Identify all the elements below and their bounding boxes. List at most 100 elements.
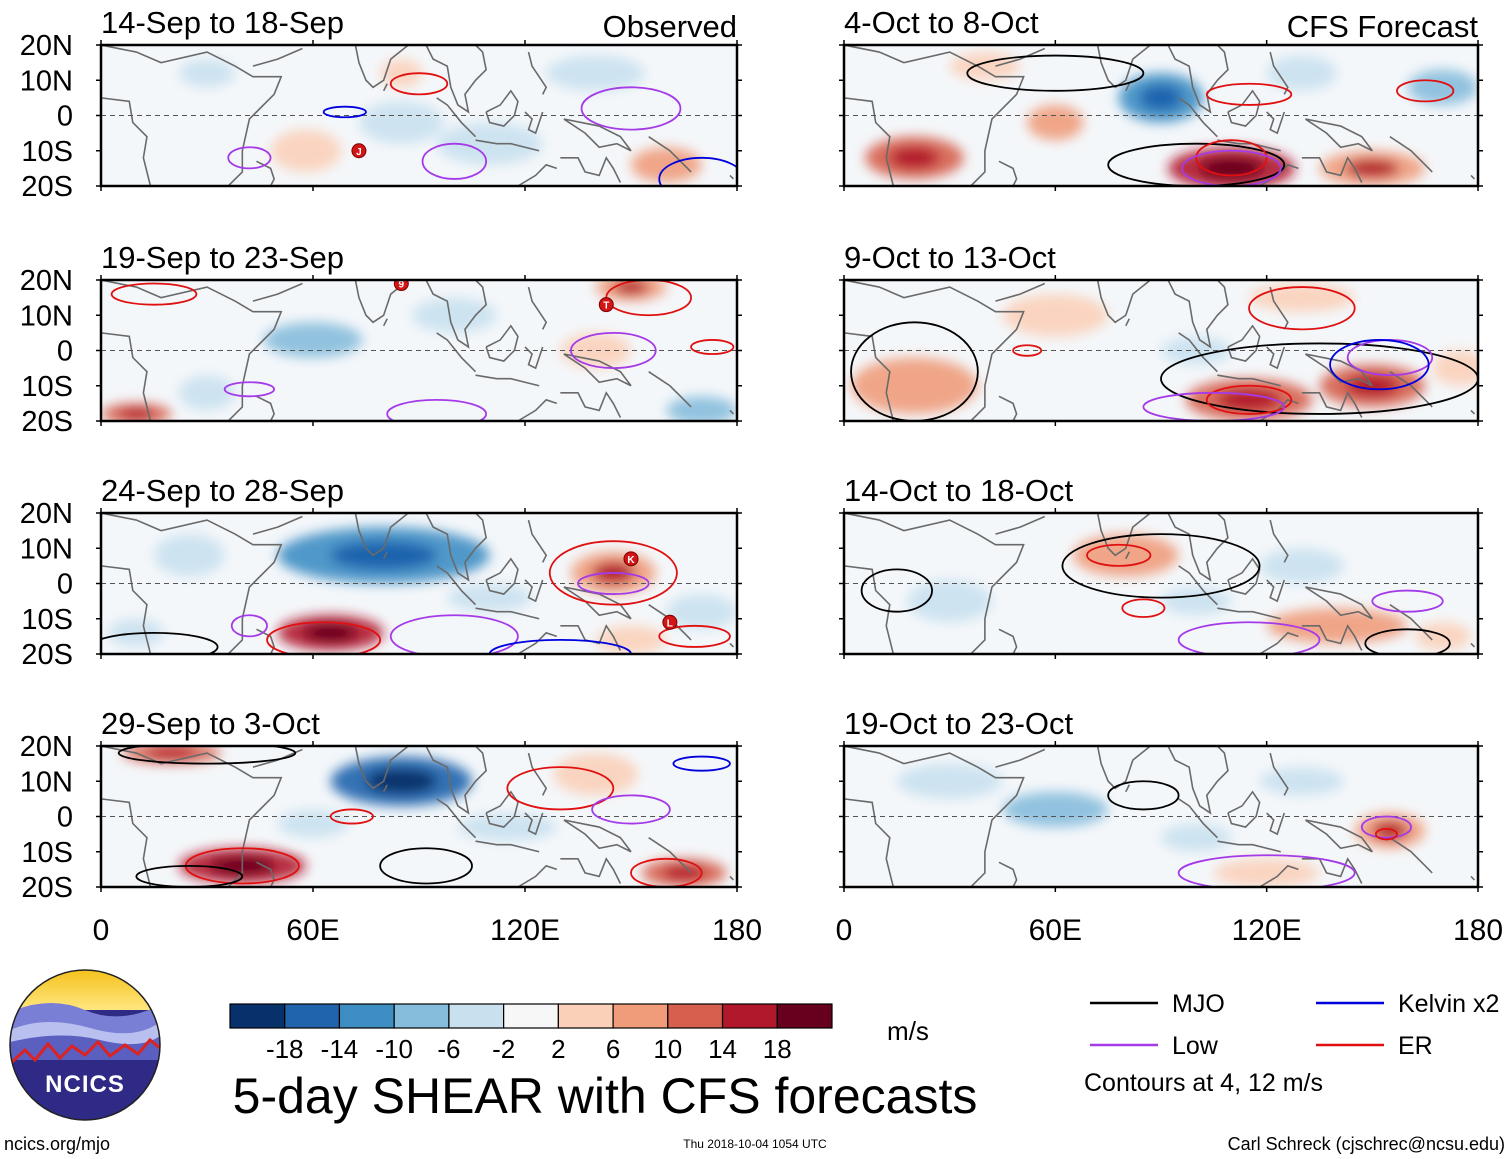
shear-field bbox=[896, 763, 1426, 887]
coastlines bbox=[101, 746, 735, 887]
lat-tick-label: 20S bbox=[21, 406, 73, 438]
colorbar-swatch bbox=[612, 1003, 669, 1029]
ncics-logo: NCICS bbox=[9, 969, 161, 1121]
colorbar-label: -2 bbox=[492, 1034, 515, 1064]
shear-anomaly-blob bbox=[270, 129, 342, 172]
shear-core-blob bbox=[118, 408, 154, 420]
colorbar-label: -18 bbox=[266, 1034, 304, 1064]
coastline bbox=[1304, 353, 1373, 387]
footer-author: Carl Schreck (cjschrec@ncsu.edu) bbox=[1228, 1134, 1505, 1154]
coastline bbox=[425, 746, 488, 815]
coastline bbox=[995, 47, 1046, 67]
coastline bbox=[1389, 836, 1433, 874]
colorbar-label: -10 bbox=[375, 1034, 413, 1064]
lon-tick-label: 180 bbox=[1453, 914, 1503, 947]
map-panel: 14-Oct to 18-Oct bbox=[839, 473, 1483, 659]
lon-tick-label: 60E bbox=[286, 914, 339, 947]
wave-contour bbox=[1181, 149, 1282, 186]
colorbar-label: -14 bbox=[321, 1034, 359, 1064]
coastline bbox=[485, 557, 519, 595]
wave-contour bbox=[389, 72, 449, 96]
wave-contour bbox=[389, 614, 519, 654]
shear-core-blob bbox=[889, 147, 940, 169]
wave-contour bbox=[1364, 628, 1451, 654]
wave-contour bbox=[1205, 384, 1293, 415]
coastline bbox=[1389, 603, 1433, 641]
lat-tick-label: 20N bbox=[20, 30, 73, 62]
coastline bbox=[729, 409, 735, 415]
coastline bbox=[425, 513, 488, 582]
wave-contour bbox=[117, 746, 297, 765]
wave-contour bbox=[860, 568, 933, 613]
coastline bbox=[1269, 519, 1289, 563]
shear-anomaly-blob bbox=[411, 297, 497, 333]
colorbar: -18 -14 -10 -6 -2 2 6 10 14 18 bbox=[229, 1003, 833, 1064]
coastline bbox=[1269, 752, 1289, 796]
coastline bbox=[1266, 579, 1286, 603]
legend-label: ER bbox=[1398, 1032, 1433, 1060]
coastline bbox=[475, 607, 540, 620]
coastline bbox=[998, 395, 1018, 421]
wave-contour bbox=[1160, 342, 1478, 415]
coastline bbox=[1242, 631, 1299, 654]
storm-marker bbox=[351, 143, 367, 159]
coastline bbox=[527, 51, 548, 95]
shear-field bbox=[178, 55, 702, 183]
shear-anomaly-blob bbox=[178, 375, 236, 411]
wave-contour bbox=[1329, 339, 1430, 391]
coastline bbox=[475, 374, 540, 387]
coastline bbox=[648, 836, 692, 874]
coastline bbox=[1096, 513, 1151, 557]
coastline bbox=[844, 513, 1025, 654]
footer-timestamp: Thu 2018-10-04 1054 UTC bbox=[683, 1137, 827, 1151]
lon-tick-label: 120E bbox=[490, 914, 560, 947]
wave-contour bbox=[1107, 142, 1286, 186]
lon-tick-label: 60E bbox=[1029, 914, 1082, 947]
coastline bbox=[256, 395, 275, 421]
coastline bbox=[1304, 586, 1373, 620]
wave-contour bbox=[227, 146, 272, 170]
colorbar-swatch bbox=[338, 1003, 395, 1029]
coastline bbox=[844, 565, 895, 654]
coastline bbox=[101, 45, 283, 186]
shear-anomaly-blob bbox=[1259, 767, 1345, 796]
wave-contour bbox=[101, 631, 219, 654]
longitude-axis-labels: 0 60E 120E 180 0 60E 120E 180 bbox=[93, 914, 1503, 947]
coastline bbox=[1227, 324, 1261, 362]
wave-contour bbox=[1107, 780, 1180, 811]
coastline bbox=[1301, 624, 1363, 651]
coastline bbox=[560, 624, 622, 651]
coastline bbox=[425, 280, 488, 349]
coastline bbox=[382, 83, 388, 92]
coastline bbox=[844, 45, 1025, 186]
coastline bbox=[1227, 790, 1261, 828]
coastline bbox=[563, 353, 632, 387]
lat-tick-label: 0 bbox=[57, 336, 73, 368]
coastline bbox=[1269, 286, 1289, 330]
storm-label: T bbox=[603, 301, 609, 312]
map-panel: 9-Oct to 13-Oct bbox=[839, 240, 1483, 426]
wave-contour bbox=[1177, 621, 1321, 654]
coastline bbox=[1227, 557, 1261, 595]
shear-anomaly-blob bbox=[1161, 587, 1232, 616]
panel-title: 29-Sep to 3-Oct bbox=[101, 706, 320, 741]
legend-label: Low bbox=[1172, 1032, 1219, 1060]
wave-contour bbox=[223, 381, 276, 398]
lat-tick-label: 10N bbox=[20, 65, 73, 97]
colorbar-swatch bbox=[393, 1003, 450, 1029]
coastline bbox=[1242, 864, 1299, 887]
coastline bbox=[382, 551, 388, 560]
wave-contour bbox=[630, 857, 703, 887]
coastlines bbox=[101, 45, 735, 186]
wave-contour bbox=[386, 398, 488, 421]
shear-core-blob bbox=[366, 768, 437, 794]
wave-contour bbox=[1012, 344, 1043, 357]
coastlines bbox=[844, 513, 1476, 654]
storm-marker bbox=[623, 551, 639, 567]
coastline bbox=[560, 857, 622, 884]
coastline bbox=[252, 47, 303, 67]
wave-contour bbox=[580, 86, 682, 131]
coastline bbox=[485, 790, 519, 828]
